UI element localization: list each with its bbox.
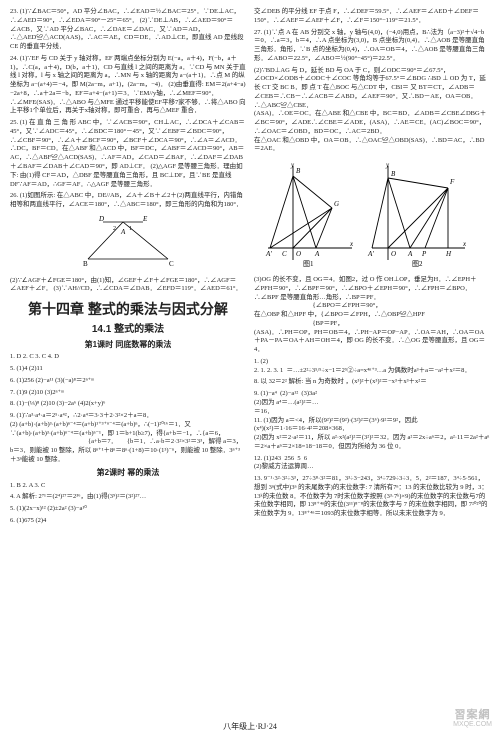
- problem-26: 26. (1)如图所示: 在△ABC 中，DE//AB，∠A＋∠B＋∠2＋(2)…: [10, 192, 246, 210]
- svg-text:A': A': [265, 250, 272, 258]
- right-text-3: (3)OG 的长不变，且 OG＝4．如图2，过 O 作 OH⊥OP，垂足为H．∴…: [254, 276, 490, 355]
- svg-text:P: P: [421, 250, 427, 258]
- svg-text:F: F: [449, 178, 455, 186]
- answer-6: 6. (1)256 (2)−a¹¹ (3)(−a)⁸＝2ⁿ⁺ᵐ: [10, 377, 246, 386]
- svg-text:O: O: [391, 250, 396, 258]
- geometry-figure: yA'B COA Gx 图1 yBA' OAP HFx 图2: [254, 158, 490, 272]
- section-141: 14.1 整式的乘法: [10, 323, 246, 337]
- svg-text:H: H: [445, 250, 452, 258]
- right-block-13: 13. 9⁻¹·3²·3²÷3³，27÷3⁸·3²＝81，3³÷3−243，3⁴…: [254, 475, 490, 519]
- right-text-2: (2)∵BD⊥AG 与 D，延长 BD 与 OA 于 C，则∠ODC＝90°＝∠…: [254, 67, 490, 155]
- right-text-1: 交∠DEB 的平分线 EF 于点 F，∴∠DEF＝59.5°．∴∠AEF＝∠AE…: [254, 8, 490, 26]
- svg-text:y: y: [385, 161, 390, 169]
- svg-text:1: 1: [129, 226, 132, 232]
- right-column: 交∠DEB 的平分线 EF 于点 F，∴∠DEF＝59.5°．∴∠AEF＝∠AE…: [254, 8, 490, 529]
- svg-text:A: A: [407, 250, 413, 258]
- watermark: 習案網 MXQE.COM: [453, 709, 492, 729]
- answers-row-2: 1. B 2. A 3. C: [10, 482, 246, 491]
- answer-5: 5. (1)4 (2)11: [10, 365, 246, 374]
- svg-text:C: C: [282, 250, 287, 258]
- answer-4b: 4. A 解析: 2⁷¹＝(2⁴)²⁷＝2³⁶，由(1)得(3⁹)²＝(3²)²…: [10, 493, 246, 502]
- svg-text:A: A: [314, 250, 320, 258]
- svg-text:2: 2: [113, 226, 116, 232]
- problem-24: 24. (1)∵EF 与 CD 关于 y 轴对称，EF 两端点坐标分别为 E(−…: [10, 55, 246, 116]
- svg-text:G: G: [334, 200, 339, 208]
- svg-text:图1: 图1: [303, 260, 314, 268]
- problem-25: 25. (1) 在 直 角 三 角 形 ABC 中，∵∠ACB＝90°，CH⊥A…: [10, 119, 246, 189]
- svg-text:C: C: [169, 260, 174, 268]
- left-column: 23. (1)∵∠BAC＝50°，AD 平分∠BAC，∴∠EAD＝½∠BAC＝2…: [10, 8, 246, 529]
- svg-text:图2: 图2: [412, 260, 423, 268]
- subsection-1: 第1课时 同底数幂的乘法: [10, 340, 246, 351]
- svg-text:A': A': [367, 250, 374, 258]
- svg-text:B: B: [296, 167, 301, 175]
- right-block-9: 9. (1)−a⁴ (2)−a¹² (3)3a² (2)因为 a⁴＝…(a²)²…: [254, 390, 490, 451]
- svg-text:y: y: [290, 161, 295, 169]
- svg-text:D: D: [98, 215, 104, 223]
- problem-23: 23. (1)∵∠BAC＝50°，AD 平分∠BAC，∴∠EAD＝½∠BAC＝2…: [10, 8, 246, 52]
- svg-text:A: A: [120, 228, 126, 236]
- svg-text:x: x: [462, 240, 467, 248]
- right-block-12: 12. (1)243 256 5 6 (2)黎威方法运算周…: [254, 455, 490, 473]
- answer-6b: 6. (1)675 (2)4: [10, 517, 246, 526]
- chapter-title: 第十四章 整式的乘法与因式分解: [10, 300, 246, 319]
- svg-text:B: B: [83, 260, 88, 268]
- page-footer: 八年级上·RJ·24: [0, 722, 500, 733]
- answer-9: 9. (1)∵a³·a⁴·a＝2⁵·a⁴²，∴2·a⁴＝3·3＋2·3²×2＋a…: [10, 412, 246, 465]
- answer-5b: 5. (1)(2x−x)¹² (2)±2a² (3)−a¹⁰: [10, 505, 246, 514]
- triangle-figure: B C A D E 2 1: [10, 214, 246, 273]
- answer-7: 7. (1)9 (2)10 (3)2ⁿ⁺ᵐ: [10, 389, 246, 398]
- subsection-2: 第2课时 幂的乘法: [10, 468, 246, 479]
- svg-text:E: E: [142, 215, 148, 223]
- svg-text:B: B: [391, 170, 396, 178]
- problem-27: 27. (1)∵点 A 在 AB 分别交 x 轴，y 轴与(4,0)，(−4,0…: [254, 29, 490, 64]
- svg-text:x: x: [349, 240, 354, 248]
- answers-row-1: 1. D 2. C 3. C 4. D: [10, 353, 246, 362]
- right-block-1: 1. (2) 2. 1. 2. 3. 1 ＝…±2²÷3⁵/⁵÷x−1＝2⁵②÷…: [254, 358, 490, 376]
- answer-8: 8. (1)−(⅓)⁸ (2)10 (3)−2a⁶ (4)2(x+y)⁶: [10, 400, 246, 409]
- right-block-8: 8. 以 32＝2² 解析: 当 n 为奇数时 ，(x³)²＋(x³)²＝−x³…: [254, 378, 490, 387]
- problem-26-after: (2)∵∠AGF＋∠FGE＝180°，由(1)知，∠GEF＋∠F＋∠FGE＝18…: [10, 277, 246, 295]
- svg-text:O: O: [296, 250, 301, 258]
